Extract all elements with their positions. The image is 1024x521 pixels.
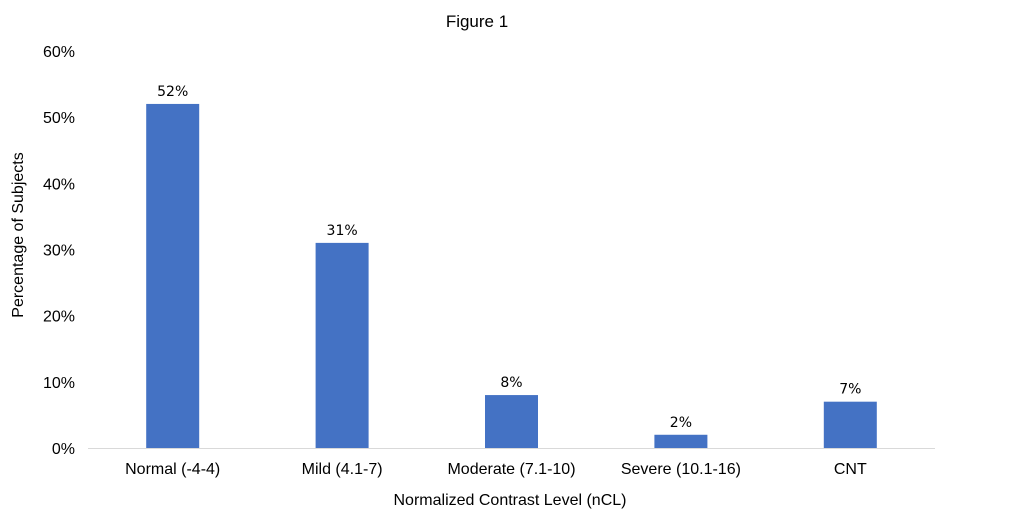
y-tick-label: 10%	[43, 375, 75, 392]
y-tick-label: 0%	[52, 441, 75, 458]
x-axis-label: Normalized Contrast Level (nCL)	[394, 492, 627, 509]
data-label: 2%	[670, 415, 692, 431]
y-tick-label: 60%	[43, 44, 75, 61]
y-tick-label: 30%	[43, 243, 75, 260]
y-tick-label: 50%	[43, 110, 75, 127]
x-tick-label: Mild (4.1-7)	[302, 461, 383, 478]
bar	[654, 434, 708, 448]
y-axis-label: Percentage of Subjects	[10, 152, 27, 317]
data-label: 7%	[839, 382, 861, 398]
bar	[315, 242, 369, 448]
x-tick-label: Moderate (7.1-10)	[447, 461, 575, 478]
bar	[485, 395, 538, 448]
bar	[823, 401, 877, 448]
y-tick-label: 20%	[43, 309, 75, 326]
data-label: 31%	[327, 223, 358, 239]
data-label: 8%	[500, 375, 522, 391]
x-tick-label: Normal (-4-4)	[125, 461, 220, 478]
chart-title: Figure 1	[446, 12, 508, 31]
y-tick-label: 40%	[43, 176, 75, 193]
bar	[146, 103, 200, 448]
plot-area: 0% 10% 20% 30% 40% 50% 60% 52% Normal (-4-4) 31% M…	[43, 44, 935, 478]
x-tick-label: CNT	[834, 461, 867, 478]
x-tick-label: Severe (10.1-16)	[621, 461, 741, 478]
data-label: 52%	[157, 84, 188, 100]
